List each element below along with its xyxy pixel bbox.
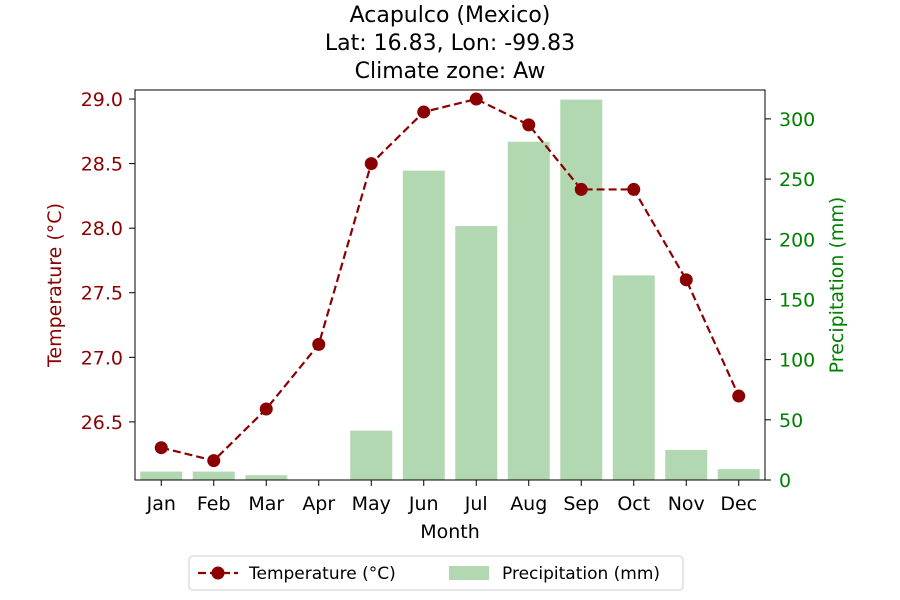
temperature-point [627,182,641,196]
y-right-tick-label: 0 [779,470,791,492]
precipitation-bar [192,471,235,480]
temperature-line [154,92,746,468]
legend-precipitation-label: Precipitation (mm) [502,564,660,584]
x-tick-label: Aug [510,493,547,515]
legend: Temperature (°C) Precipitation (mm) [188,555,684,591]
precipitation-bar [402,170,445,481]
y-axis-right: 0 50 100 150 200 250 300 [765,109,815,492]
precipitation-bar [717,469,760,480]
chart-title: Acapulco (Mexico) Lat: 16.83, Lon: -99.83… [325,3,575,84]
precipitation-bar [507,141,550,480]
x-axis-label: Month [420,521,480,543]
y-left-tick-label: 28.0 [81,218,123,240]
y-left-tick-label: 28.5 [81,154,123,176]
temperature-point [207,454,221,468]
x-tick-label: May [352,493,391,515]
temperature-point [469,92,483,106]
y-left-tick-label: 29.0 [81,89,123,111]
temperature-series-line [160,97,740,462]
temperature-point [732,389,746,403]
y-axis-left-label: Temperature (°C) [44,203,66,368]
temperature-point [312,337,326,351]
x-tick-label: Sep [563,493,599,515]
temperature-point [154,441,168,455]
precipitation-bar [140,471,183,480]
chart-title-line: Lat: 16.83, Lon: -99.83 [325,31,575,56]
x-tick-label: Jan [146,493,176,515]
temperature-point [574,182,588,196]
temperature-point [522,118,536,132]
temperature-point [259,402,273,416]
x-tick-label: Jun [408,493,439,515]
y-axis-left: 26.5 27.0 27.5 28.0 28.5 29.0 [81,89,135,434]
x-tick-label: Nov [668,493,705,515]
x-axis: Jan Feb Mar Apr May Jun Jul Aug Sep Oct Nov Dec [146,480,757,515]
x-tick-label: Apr [302,493,335,515]
precipitation-bar [560,99,603,480]
y-right-tick-label: 150 [779,289,815,311]
precipitation-bar [612,275,655,480]
y-left-tick-label: 26.5 [81,412,123,434]
x-tick-label: Dec [720,493,757,515]
y-right-tick-label: 250 [779,169,815,191]
precipitation-bar [455,226,498,480]
plot-frame [134,89,766,481]
legend-precipitation-swatch [449,566,489,580]
precipitation-bar [350,430,393,480]
temperature-point [364,157,378,171]
y-right-tick-label: 200 [779,229,815,251]
legend-temperature-label: Temperature (°C) [248,564,396,584]
x-tick-label: Oct [617,493,650,515]
y-right-tick-label: 100 [779,350,815,372]
legend-box [188,555,684,591]
precipitation-bar [665,449,708,480]
precipitation-bars [140,99,760,481]
precipitation-bar [245,475,288,480]
y-left-tick-label: 27.5 [81,283,123,305]
chart-title-line: Climate zone: Aw [355,59,546,84]
temperature-point [679,273,693,287]
y-right-tick-label: 50 [779,410,803,432]
chart-title-line: Acapulco (Mexico) [350,3,551,28]
x-tick-label: Feb [197,493,231,515]
x-tick-label: Mar [248,493,284,515]
y-axis-right-label: Precipitation (mm) [826,197,848,374]
y-right-tick-label: 300 [779,109,815,131]
legend-temperature-marker [211,566,225,580]
x-tick-label: Jul [464,493,488,515]
temperature-point [417,105,431,119]
y-left-tick-label: 27.0 [81,347,123,369]
